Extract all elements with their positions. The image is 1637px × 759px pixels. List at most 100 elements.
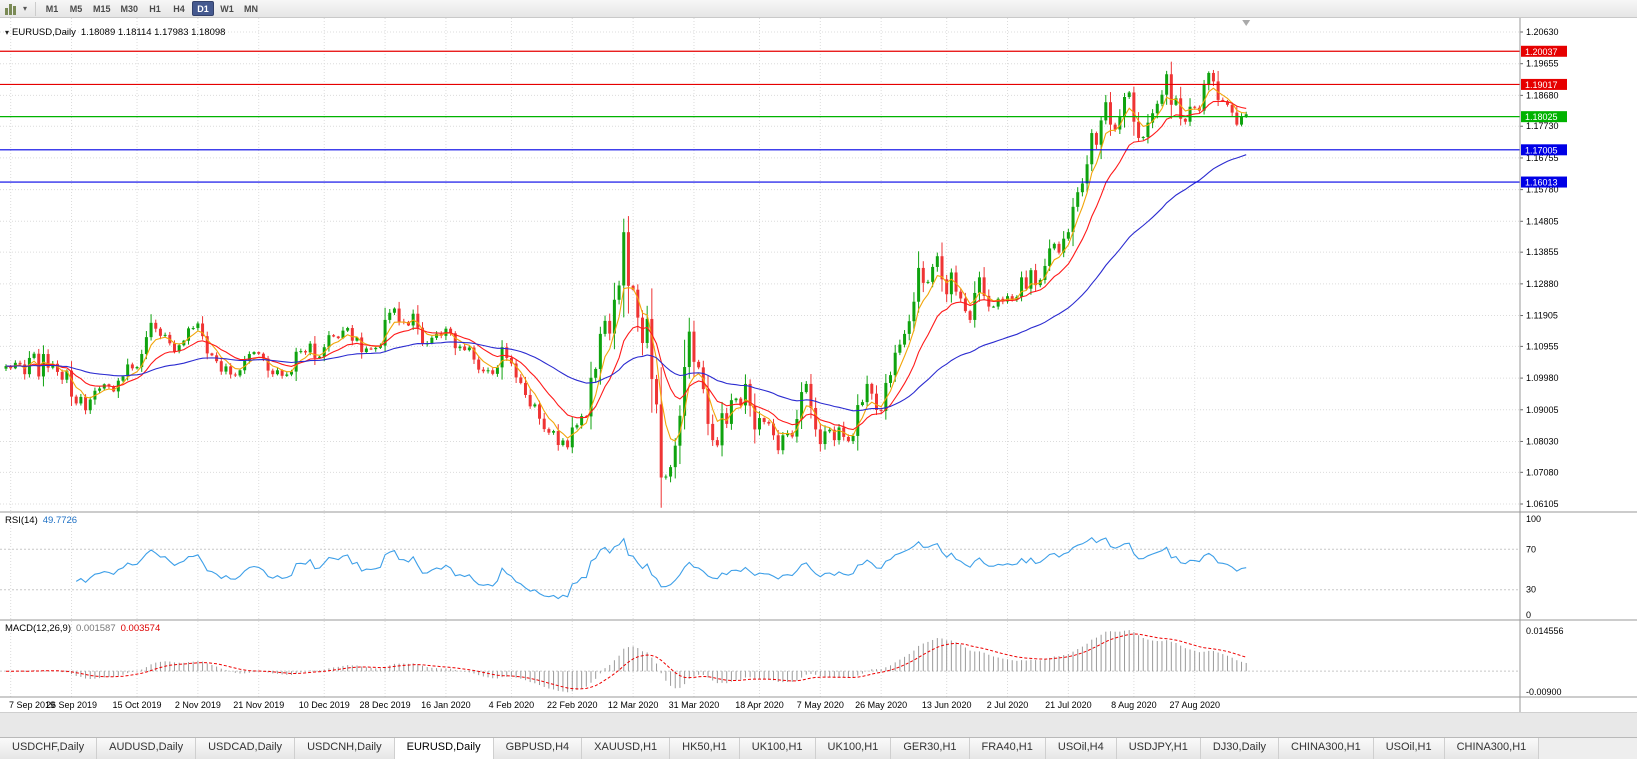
timeframe-button-d1[interactable]: D1 [192, 1, 215, 16]
chart-tab-usoil-h4[interactable]: USOil,H4 [1045, 738, 1117, 759]
chart-tab-usdchf-daily[interactable]: USDCHF,Daily [0, 738, 98, 759]
timeframe-button-mn[interactable]: MN [244, 4, 259, 14]
price-tag [1521, 111, 1567, 123]
chart-tab-uk100-h1[interactable]: UK100,H1 [739, 738, 816, 759]
candle-body [739, 398, 743, 406]
time-axis-label: 27 Aug 2020 [1169, 700, 1220, 710]
chart-tab-china300-h1[interactable]: CHINA300,H1 [1279, 738, 1374, 759]
candle-body [809, 383, 813, 408]
rsi-axis-label: 30 [1526, 585, 1536, 595]
chart-tab-usoil-h1[interactable]: USOil,H1 [1373, 738, 1445, 759]
candle-body [416, 313, 420, 328]
macd-indicator-label: MACD(12,26,9) 0.001587 0.003574 [5, 623, 160, 634]
rsi-line [75, 536, 1247, 600]
candle-body [547, 429, 551, 433]
candle-body [1080, 183, 1084, 193]
candle-body [23, 364, 27, 375]
candle-body [383, 319, 387, 346]
candle-body [140, 354, 144, 368]
price-axis-label: 1.16755 [1526, 153, 1559, 163]
candle-body [285, 374, 289, 376]
candle-body [261, 353, 265, 359]
candle-body [1151, 113, 1155, 123]
chart-tab-hk50-h1[interactable]: HK50,H1 [670, 738, 740, 759]
chart-tab-usdjpy-h1[interactable]: USDJPY,H1 [1116, 738, 1201, 759]
candle-body [154, 322, 158, 329]
candle-body [926, 281, 930, 283]
bar-chart-icon[interactable] [5, 3, 21, 15]
chart-tabs-bar: USDCHF,Daily AUDUSD,Daily USDCAD,Daily USDC… [0, 737, 1637, 759]
rsi-indicator-label: RSI(14) 49.7726 [5, 515, 77, 526]
macd-signal-value: 0.003574 [120, 623, 161, 634]
chart-tab-ger30-h1[interactable]: GER30,H1 [891, 738, 970, 759]
candle-body [210, 353, 214, 356]
candle-body [172, 343, 176, 352]
rsi-axis-label: 70 [1526, 544, 1536, 554]
chart-tab-uk100-h1[interactable]: UK100,H1 [815, 738, 892, 759]
price-axis[interactable] [1520, 18, 1637, 712]
candle-body [88, 399, 92, 411]
macd-axis-label: 0.014556 [1526, 626, 1564, 636]
price-tag-label: 1.17005 [1525, 145, 1558, 155]
candle-body [776, 435, 780, 451]
candle-body [500, 347, 504, 368]
price-axis-label: 1.06105 [1526, 499, 1559, 509]
candle-body [1076, 192, 1080, 207]
candle-body [1048, 248, 1052, 266]
candle-body [514, 363, 518, 378]
chart-tab-dj30-daily[interactable]: DJ30,Daily [1200, 738, 1280, 759]
candle-body [753, 405, 757, 430]
chart-tab-xauusd-h1[interactable]: XAUUSD,H1 [582, 738, 671, 759]
chart-shift-marker[interactable] [1242, 20, 1251, 26]
timeframe-button-w1[interactable]: W1 [220, 4, 234, 14]
timeframe-button-h1[interactable]: H1 [149, 4, 161, 14]
candle-body [1155, 103, 1159, 114]
candle-body [1104, 102, 1108, 121]
candle-body [687, 331, 691, 368]
candle-body [1066, 232, 1070, 239]
chart-tab-eurusd-daily[interactable]: EURUSD,Daily [394, 738, 494, 759]
time-axis[interactable] [0, 697, 1520, 712]
candle-body [949, 272, 953, 295]
candle-body [491, 370, 495, 374]
candle-body [257, 352, 261, 354]
candle-body [364, 348, 368, 353]
candle-body [355, 337, 359, 341]
chart-tab-usdcad-daily[interactable]: USDCAD,Daily [196, 738, 296, 759]
time-axis-label: 16 Jan 2020 [421, 700, 471, 710]
candle-body [392, 308, 396, 313]
candle-body [673, 445, 677, 468]
candle-body [37, 353, 41, 377]
candle-body [350, 328, 354, 341]
chart-tab-usdcnh-daily[interactable]: USDCNH,Daily [295, 738, 395, 759]
chart-tab-gbpusd-h4[interactable]: GBPUSD,H4 [493, 738, 583, 759]
candle-body [304, 351, 308, 353]
timeframe-button-h4[interactable]: H4 [173, 4, 185, 14]
candle-body [856, 405, 860, 436]
timeframe-button-m15[interactable]: M15 [93, 4, 111, 14]
chevron-down-icon[interactable]: ▾ [23, 4, 28, 13]
candle-body [1057, 243, 1061, 253]
timeframe-button-m5[interactable]: M5 [69, 4, 83, 14]
chart-tab-china300-h1[interactable]: CHINA300,H1 [1444, 738, 1540, 759]
chart-tab-fra40-h1[interactable]: FRA40,H1 [969, 738, 1046, 759]
candle-body [1193, 106, 1197, 108]
candle-body [388, 312, 392, 320]
timeframe-button-m30[interactable]: M30 [120, 4, 139, 14]
candle-body [884, 382, 888, 411]
candle-body [1062, 238, 1066, 253]
chart-canvas[interactable]: 1.20630 1.19655 1.18680 1.17730 1.16755 1.157… [0, 0, 1637, 712]
candle-body [1127, 92, 1131, 97]
candle-body [893, 352, 897, 376]
candle-body [187, 328, 191, 341]
chart-expand-icon[interactable]: ▾ [5, 28, 10, 37]
chart-tab-audusd-daily[interactable]: AUDUSD,Daily [97, 738, 197, 759]
timeframe-button-m1[interactable]: M1 [45, 4, 59, 14]
candle-body [589, 377, 593, 417]
candle-body [814, 407, 818, 430]
candle-body [823, 431, 827, 445]
price-axis-label: 1.12880 [1526, 279, 1559, 289]
candle-body [130, 364, 134, 369]
time-axis-label: 21 Nov 2019 [233, 700, 284, 710]
candle-body [729, 400, 733, 424]
